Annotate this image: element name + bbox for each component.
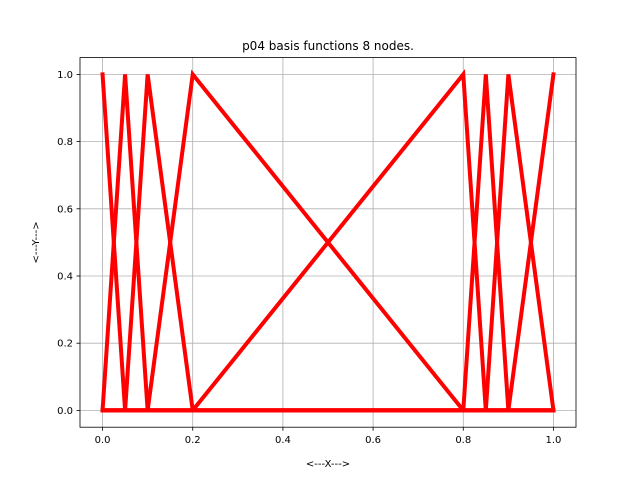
plot-frame <box>79 57 577 428</box>
x-tick-label: 0.0 <box>95 435 111 446</box>
x-tick-label: 0.6 <box>365 435 381 446</box>
y-axis-ticks: 0.0 0.2 0.4 0.6 0.8 1.0 <box>57 70 80 417</box>
x-tick-label: 0.8 <box>455 435 471 446</box>
y-tick-label: 0.0 <box>57 406 73 417</box>
y-tick-label: 0.8 <box>57 137 73 148</box>
x-axis-ticks: 0.0 0.2 0.4 0.6 0.8 1.0 <box>95 427 562 446</box>
x-tick-label: 1.0 <box>546 435 562 446</box>
series-lines <box>100 69 556 413</box>
chart-title: p04 basis functions 8 nodes. <box>242 39 414 53</box>
y-tick-label: 0.2 <box>57 339 73 350</box>
basis-function-line-8 <box>100 72 556 413</box>
y-tick-label: 1.0 <box>57 70 73 81</box>
x-tick-label: 0.2 <box>185 435 201 446</box>
x-axis-label: <---X---> <box>306 459 350 470</box>
y-tick-label: 0.4 <box>57 272 73 283</box>
x-tick-label: 0.4 <box>275 435 291 446</box>
y-axis-label: <---Y---> <box>31 221 42 263</box>
y-tick-label: 0.6 <box>57 204 73 215</box>
